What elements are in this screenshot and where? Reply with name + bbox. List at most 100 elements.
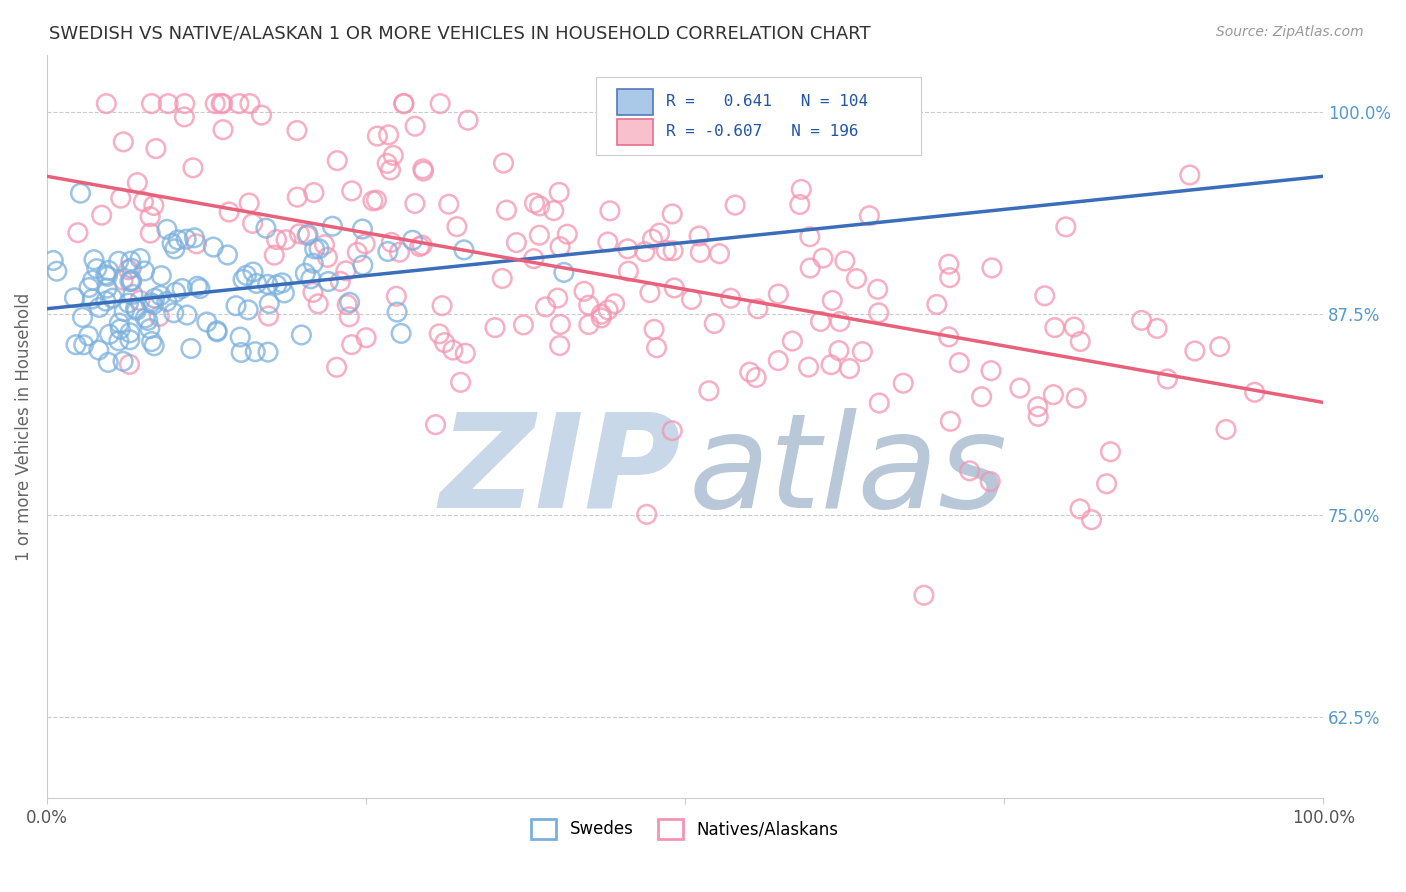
Point <box>811 251 834 265</box>
Point <box>616 242 638 256</box>
Point <box>266 233 288 247</box>
Point <box>118 357 141 371</box>
Point <box>454 346 477 360</box>
Point <box>661 207 683 221</box>
Point <box>834 254 856 268</box>
Point <box>238 196 260 211</box>
Point <box>492 156 515 170</box>
Point <box>709 246 731 260</box>
Point <box>578 318 600 332</box>
Point <box>186 236 208 251</box>
Point <box>641 232 664 246</box>
Point <box>107 254 129 268</box>
Point <box>845 271 868 285</box>
Point <box>688 229 710 244</box>
Point <box>110 191 132 205</box>
Point <box>172 281 194 295</box>
Point <box>148 310 170 324</box>
Point <box>217 248 239 262</box>
Point <box>231 345 253 359</box>
Point <box>429 96 451 111</box>
Point <box>212 122 235 136</box>
Point <box>790 182 813 196</box>
Point <box>202 240 225 254</box>
Point <box>408 239 430 253</box>
Point <box>404 119 426 133</box>
Point <box>599 203 621 218</box>
Point <box>242 265 264 279</box>
Point <box>181 161 204 175</box>
Point <box>121 275 143 289</box>
Point <box>232 272 254 286</box>
Point <box>1054 219 1077 234</box>
Point <box>433 335 456 350</box>
Point <box>1099 444 1122 458</box>
Point <box>738 365 761 379</box>
Point <box>176 308 198 322</box>
Point <box>108 334 131 348</box>
Point <box>94 294 117 309</box>
Point <box>655 244 678 258</box>
Point <box>242 216 264 230</box>
Point <box>523 252 546 266</box>
Point <box>799 229 821 244</box>
Point <box>188 282 211 296</box>
Point <box>446 219 468 234</box>
Point <box>163 306 186 320</box>
Point <box>108 316 131 330</box>
Point <box>86 261 108 276</box>
Point <box>156 222 179 236</box>
Point <box>634 244 657 259</box>
Point <box>205 325 228 339</box>
Point <box>266 277 288 292</box>
Point <box>821 293 844 308</box>
Point <box>125 303 148 318</box>
Point <box>304 242 326 256</box>
Point <box>970 390 993 404</box>
Point <box>346 245 368 260</box>
Text: SWEDISH VS NATIVE/ALASKAN 1 OR MORE VEHICLES IN HOUSEHOLD CORRELATION CHART: SWEDISH VS NATIVE/ALASKAN 1 OR MORE VEHI… <box>49 25 870 43</box>
Point <box>329 274 352 288</box>
Point <box>149 288 172 302</box>
Point <box>747 301 769 316</box>
Point <box>245 344 267 359</box>
Point <box>120 254 142 268</box>
Point <box>681 293 703 307</box>
Point <box>302 186 325 200</box>
Point <box>361 194 384 208</box>
Point <box>295 228 318 243</box>
Point <box>354 331 377 345</box>
Point <box>82 292 104 306</box>
Point <box>430 299 453 313</box>
Point <box>354 236 377 251</box>
Point <box>90 208 112 222</box>
Point <box>112 273 135 287</box>
Point <box>548 240 571 254</box>
Point <box>259 296 281 310</box>
FancyBboxPatch shape <box>617 119 654 145</box>
Point <box>828 343 851 358</box>
Point <box>366 129 388 144</box>
Point <box>110 322 132 336</box>
Point <box>366 193 388 207</box>
Point <box>382 148 405 162</box>
Point <box>1184 343 1206 358</box>
Text: atlas: atlas <box>689 408 1008 534</box>
Point <box>703 317 725 331</box>
Point <box>377 244 399 259</box>
Point <box>411 238 433 252</box>
Point <box>375 156 398 170</box>
Point <box>308 242 330 256</box>
Point <box>339 295 361 310</box>
Point <box>638 285 661 300</box>
Point <box>523 196 546 211</box>
Point <box>274 233 297 247</box>
Point <box>314 237 336 252</box>
Point <box>1064 391 1087 405</box>
Point <box>337 310 360 324</box>
Point <box>662 244 685 258</box>
Point <box>173 110 195 124</box>
Point <box>82 273 104 287</box>
Point <box>1033 289 1056 303</box>
Point <box>204 96 226 111</box>
